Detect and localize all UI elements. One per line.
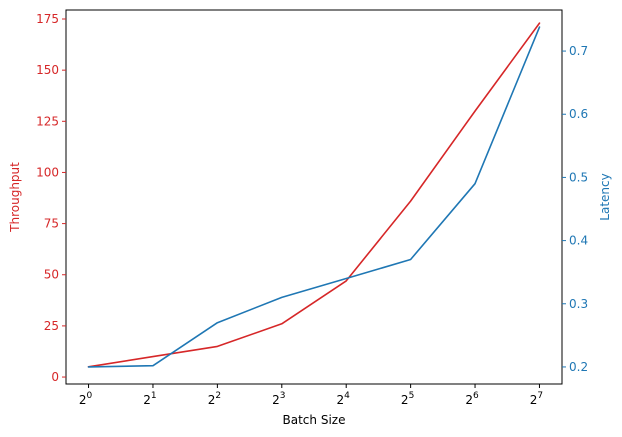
left-y-axis: 0 25 50 75 100 125 150 175	[36, 12, 66, 384]
left-tick-label: 100	[36, 165, 59, 179]
right-tick-label: 0.7	[569, 44, 588, 58]
x-tick-label: 26	[465, 391, 479, 407]
series-lines	[87, 22, 541, 368]
left-y-axis-title: Throughput	[8, 162, 22, 233]
left-tick-label: 125	[36, 114, 59, 128]
left-tick-label: 50	[44, 268, 59, 282]
right-y-axis: 0.2 0.3 0.4 0.5 0.6 0.7	[562, 44, 588, 374]
x-tick-label: 23	[272, 391, 285, 407]
left-tick-label: 25	[44, 319, 59, 333]
right-tick-label: 0.2	[569, 360, 588, 374]
left-tick-label: 75	[44, 217, 59, 231]
x-axis-title: Batch Size	[283, 413, 346, 427]
left-tick-label: 175	[36, 12, 59, 26]
x-tick-label: 27	[530, 391, 543, 407]
throughput-series-line	[87, 22, 541, 368]
x-tick-label: 20	[79, 391, 93, 407]
x-tick-label: 21	[143, 391, 156, 407]
x-tick-label: 24	[337, 391, 351, 407]
left-tick-label: 150	[36, 63, 59, 77]
x-tick-label: 25	[401, 391, 414, 407]
right-tick-label: 0.5	[569, 170, 588, 184]
right-y-axis-title: Latency	[598, 173, 612, 220]
x-axis: 20 21 22 23 24 25 26 27	[79, 384, 543, 407]
right-tick-label: 0.6	[569, 107, 588, 121]
right-tick-label: 0.3	[569, 297, 588, 311]
latency-series-line	[87, 26, 541, 368]
left-tick-label: 0	[51, 370, 59, 384]
plot-frame	[65, 9, 563, 385]
plot-area-border	[65, 9, 563, 385]
right-tick-label: 0.4	[569, 234, 588, 248]
x-tick-label: 22	[208, 391, 221, 407]
